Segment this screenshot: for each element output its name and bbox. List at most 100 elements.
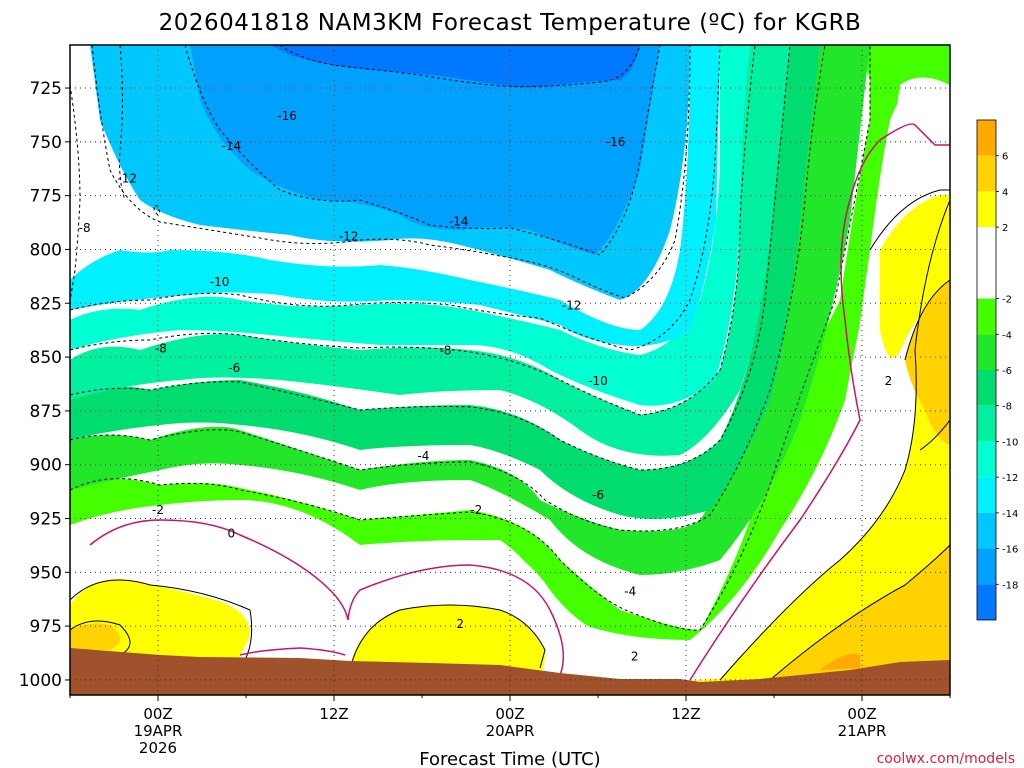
contour-label: -12 <box>562 298 582 312</box>
y-tick-label: 775 <box>30 187 62 207</box>
contour-dashed-7 <box>70 45 871 631</box>
x-tick-label: 00Z <box>143 705 172 723</box>
gridlines <box>70 45 950 695</box>
x-tick-label: 00Z <box>495 705 524 723</box>
y-tick-label: 825 <box>30 294 62 314</box>
band-neg6 <box>70 45 870 575</box>
band-yellow-right-top <box>880 195 950 358</box>
band-orange-right <box>820 654 860 670</box>
colorbar-swatch <box>977 334 996 370</box>
contour-solid-1 <box>349 604 546 671</box>
colorbar-swatch <box>977 120 996 156</box>
contour-dashed-0 <box>91 45 691 299</box>
colorbar-swatch <box>977 584 996 620</box>
contour-label: -10 <box>210 275 230 289</box>
contour-dashed-9 <box>119 45 126 201</box>
contour-solid-3 <box>719 199 950 681</box>
y-tick-label: 900 <box>30 456 62 476</box>
contour-label: 2 <box>885 374 893 388</box>
x-tick-label: 12Z <box>319 705 348 723</box>
contour-dashed-8 <box>70 84 81 301</box>
colorbar-swatch <box>977 370 996 406</box>
x-tick-label: 2026 <box>139 739 177 757</box>
x-tick-label: 21APR <box>838 722 887 740</box>
zero-isotherm-2 <box>239 647 346 656</box>
colorbar-label: -12 <box>1002 473 1018 484</box>
colorbar-swatch <box>977 477 996 513</box>
band-neg8 <box>70 45 820 519</box>
contour-label: -12 <box>339 230 359 244</box>
contour-dashed-5 <box>70 45 791 471</box>
y-tick-label: 750 <box>30 133 62 153</box>
contour-label: -4 <box>624 585 636 599</box>
y-tick-label: 800 <box>30 240 62 260</box>
colorbar-label: 2 <box>1002 223 1008 234</box>
colorbar-label: -6 <box>1002 366 1012 377</box>
contour-label: -16 <box>277 109 297 123</box>
contour-solid-2 <box>70 620 131 656</box>
contour-solid-5 <box>904 279 950 361</box>
contour-lines <box>70 45 950 681</box>
colorbar-label: -2 <box>1002 295 1012 306</box>
y-tick-label: 875 <box>30 402 62 422</box>
contour-label: -8 <box>79 221 91 235</box>
chart-title: 2026041818 NAM3KM Forecast Temperature (… <box>159 10 862 36</box>
contour-label: 2 <box>456 617 464 631</box>
colorbar-swatch <box>977 405 996 442</box>
contour-dashed-1 <box>184 45 661 256</box>
credit-link[interactable]: coolwx.com/models <box>877 751 1015 767</box>
band-gold-left <box>70 623 120 650</box>
y-tick-label: 1000 <box>19 671 62 691</box>
contour-label: -10 <box>588 374 608 388</box>
contour-label: -2 <box>152 503 164 517</box>
colorbar-label: -4 <box>1002 330 1012 341</box>
contour-label: -6 <box>228 361 240 375</box>
colorbar-swatch <box>977 298 996 335</box>
fill-layers <box>70 45 950 682</box>
contour-label: -4 <box>417 449 429 463</box>
contour-label: -8 <box>439 344 451 358</box>
contour-label: -14 <box>222 139 242 153</box>
colorbar-label: 6 <box>1002 152 1008 163</box>
contour-solid-4 <box>869 189 950 251</box>
zero-isotherm-0 <box>89 519 565 676</box>
band-gold-right-low <box>770 545 950 680</box>
band-neg16b <box>190 45 660 255</box>
x-tick-label: 00Z <box>847 705 876 723</box>
contour-dashed-2 <box>279 45 641 87</box>
colorbar-swatch <box>977 155 996 192</box>
contour-label: -6 <box>592 488 604 502</box>
y-tick-label: 975 <box>30 617 62 637</box>
band-neg18 <box>270 45 640 88</box>
x-tick-label: 20APR <box>486 722 535 740</box>
band-yellow-mid <box>350 605 545 675</box>
contour-label: 0 <box>228 527 236 541</box>
contour-dashed-10 <box>153 204 160 216</box>
colorbar-swatch <box>977 441 996 478</box>
contour-label: -8 <box>155 341 167 355</box>
colorbar-swatch <box>977 548 996 585</box>
ground-surface <box>70 648 950 695</box>
contour-solid-7 <box>919 419 950 451</box>
colorbar-label: 4 <box>1002 187 1008 198</box>
colorbar-label: -8 <box>1002 402 1012 413</box>
contour-label: -2 <box>470 503 482 517</box>
colorbar-label: -10 <box>1002 437 1018 448</box>
x-tick-label: 12Z <box>671 705 700 723</box>
colorbar: 6 4 2 -2 -4 -6 -8 -10 -12 -14 -16 -18 <box>976 119 1018 621</box>
y-tick-label: 850 <box>30 348 62 368</box>
colorbar-label: -14 <box>1002 509 1018 520</box>
y-tick-label: 950 <box>30 563 62 583</box>
y-axis: 725 750 775 800 825 850 875 900 925 950 975 1000 <box>19 79 70 691</box>
contour-label: -14 <box>449 214 469 228</box>
x-tick-label: 19APR <box>134 722 183 740</box>
zero-isotherm-1 <box>689 123 950 681</box>
band-gold-right <box>905 280 950 445</box>
colorbar-swatch <box>977 227 996 299</box>
band-neg12 <box>70 45 750 406</box>
contour-labels: -16-14-12-8-12-14-16-10-12-8 -8-6-10-4-2-… <box>79 109 893 663</box>
band-neg14 <box>70 45 720 346</box>
contour-label: 2 <box>631 649 639 663</box>
